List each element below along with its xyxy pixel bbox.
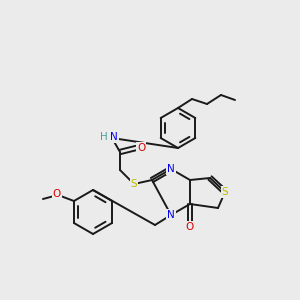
Text: S: S <box>222 187 228 197</box>
Text: O: O <box>186 222 194 232</box>
Text: N: N <box>167 210 175 220</box>
Text: O: O <box>137 143 145 153</box>
Text: H: H <box>100 132 108 142</box>
Text: N: N <box>167 164 175 174</box>
Text: O: O <box>53 189 61 199</box>
Text: S: S <box>131 179 137 189</box>
Text: N: N <box>110 132 118 142</box>
